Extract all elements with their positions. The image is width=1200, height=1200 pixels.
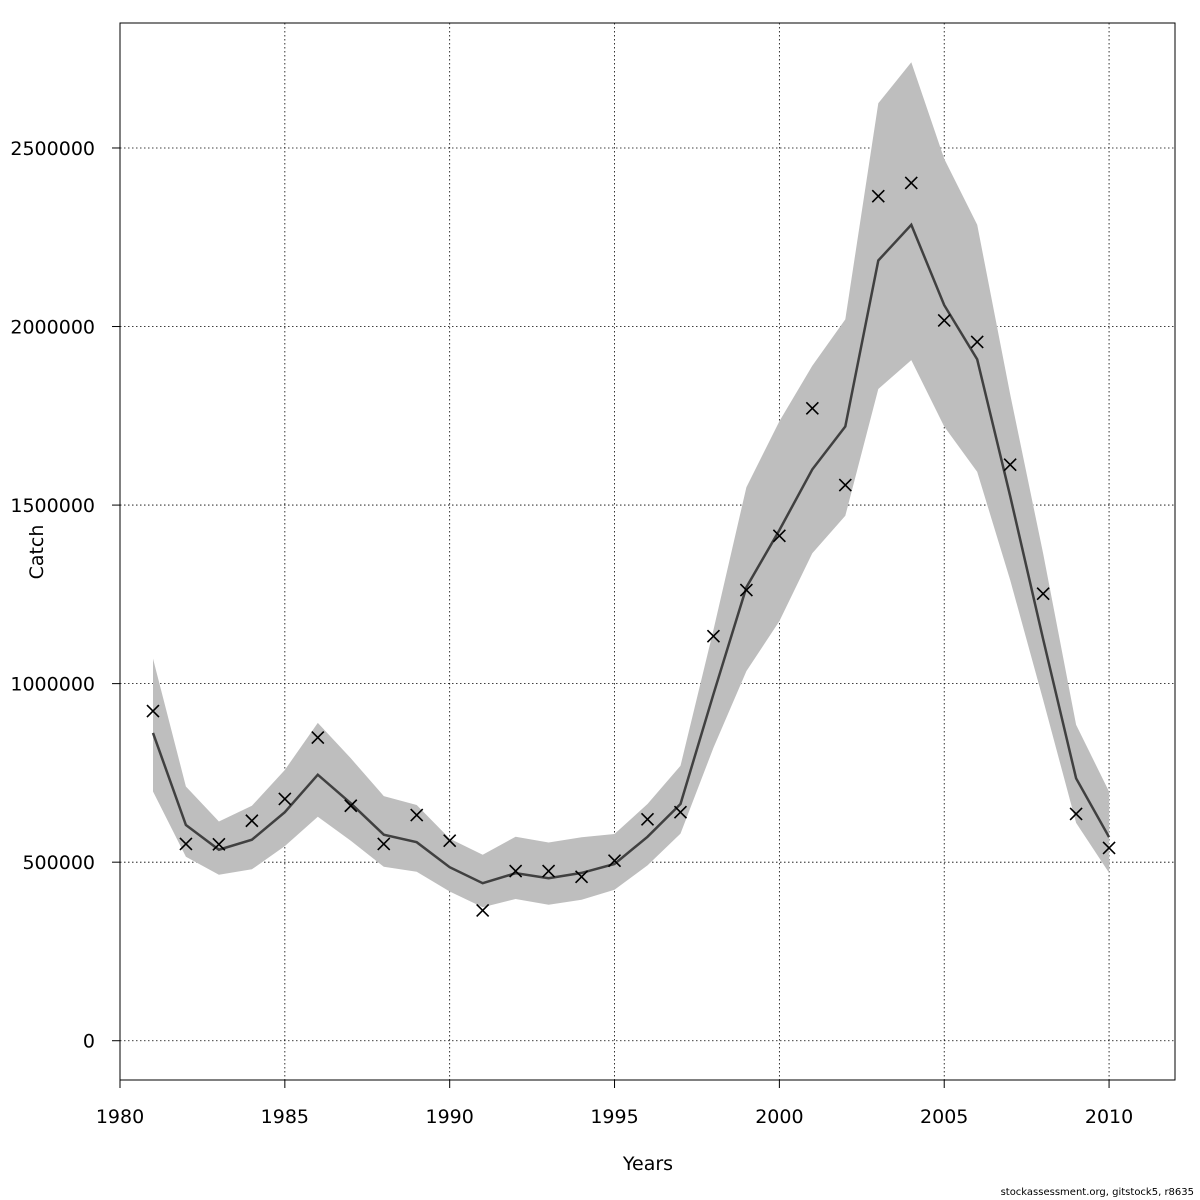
y-axis: 0 500000 1000000 1500000 2000000 2500000: [10, 138, 121, 1053]
x-tick-label-1995: 1995: [590, 1106, 638, 1128]
data-point-1986: [311, 730, 325, 745]
data-point-1993: [542, 864, 556, 878]
data-point-2002: [838, 478, 852, 492]
data-point-1988: [377, 837, 391, 851]
data-point-2005: [937, 313, 951, 328]
data-point-2004: [904, 176, 918, 190]
data-point-2006: [970, 335, 984, 349]
y-tick-label-0: 0: [83, 1031, 95, 1053]
x-tick-label-2010: 2010: [1085, 1106, 1133, 1128]
data-point-2008: [1036, 587, 1050, 601]
data-point-1998: [706, 629, 721, 643]
y-tick-label-1000000: 1000000: [10, 674, 95, 696]
data-point-1999: [739, 583, 753, 597]
data-point-1984: [245, 814, 259, 828]
data-point-2007: [1003, 458, 1017, 472]
data-point-2010: [1102, 841, 1116, 855]
data-point-1991: [476, 903, 490, 917]
data-point-2003: [871, 189, 885, 203]
y-tick-label-500000: 500000: [22, 852, 95, 874]
y-tick-label-1500000: 1500000: [10, 495, 95, 517]
data-point-2009: [1069, 807, 1083, 821]
data-point-1994: [574, 870, 589, 884]
data-point-1992: [509, 864, 523, 878]
data-point-1981: [146, 704, 160, 718]
x-tick-label-1985: 1985: [261, 1106, 309, 1128]
data-point-1982: [179, 837, 193, 851]
footer-credit: stockassessment.org, gitstock5, r8635: [1000, 1187, 1194, 1198]
x-tick-label-2005: 2005: [920, 1106, 968, 1128]
data-point-1987: [344, 799, 358, 813]
x-tick-label-2000: 2000: [755, 1106, 803, 1128]
data-point-1983: [212, 837, 226, 851]
data-point-1996: [640, 812, 655, 826]
data-point-1989: [410, 808, 424, 822]
y-tick-label-2500000: 2500000: [10, 138, 95, 160]
data-point-1995: [607, 854, 622, 868]
x-axis: 1980 1985 1990 1995 2000 2005 2010: [96, 1079, 1133, 1128]
y-tick-label-2000000: 2000000: [10, 317, 95, 339]
plot-area: [119, 22, 1176, 1081]
x-tick-label-1980: 1980: [96, 1106, 144, 1128]
data-point-1997: [673, 805, 688, 819]
data-point-2000: [772, 529, 786, 543]
y-axis-title: Catch: [26, 525, 48, 580]
confidence-band: [153, 62, 1110, 908]
data-point-2001: [805, 401, 819, 415]
data-point-1990: [443, 834, 457, 848]
observed-points: [146, 176, 1116, 917]
data-point-1985: [278, 792, 292, 806]
x-tick-label-1990: 1990: [426, 1106, 474, 1128]
x-axis-title: Years: [622, 1153, 673, 1175]
